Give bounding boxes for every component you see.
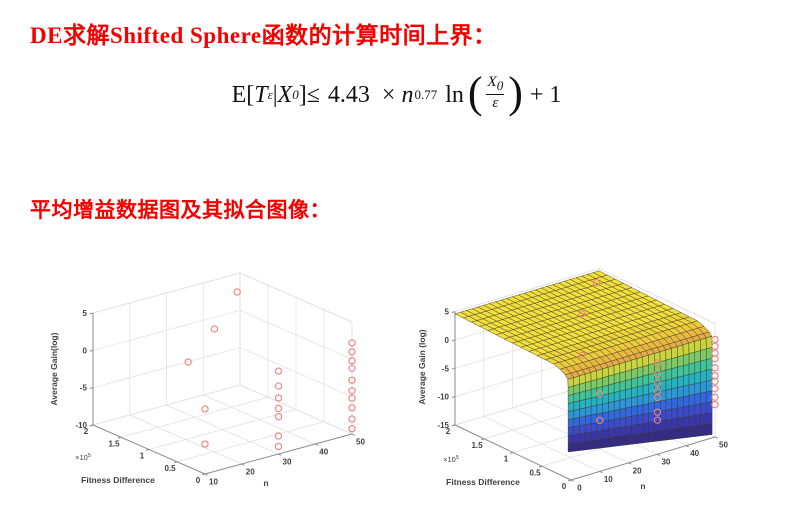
svg-text:-15: -15 <box>437 421 449 430</box>
svg-text:50: 50 <box>356 438 365 447</box>
svg-text:Fitness Difference: Fitness Difference <box>81 475 155 485</box>
svg-text:10: 10 <box>209 478 218 487</box>
svg-text:2: 2 <box>446 427 451 436</box>
svg-text:5: 5 <box>83 309 88 318</box>
svg-text:50: 50 <box>719 441 728 450</box>
svg-text:2: 2 <box>84 427 89 436</box>
svg-text:1: 1 <box>504 455 509 464</box>
section-heading: 平均增益数据图及其拟合图像： <box>30 198 331 222</box>
svg-text:10: 10 <box>604 475 613 484</box>
svg-text:0: 0 <box>562 482 567 491</box>
svg-text:n: n <box>640 481 645 491</box>
svg-text:0: 0 <box>445 336 450 345</box>
svg-text:Fitness Difference: Fitness Difference <box>446 477 520 487</box>
svg-text:0: 0 <box>577 484 582 493</box>
svg-text:5: 5 <box>445 308 450 317</box>
svg-text:×105: ×105 <box>75 453 91 462</box>
svg-text:0: 0 <box>196 476 201 485</box>
svg-text:0.5: 0.5 <box>164 464 176 473</box>
scatter-points <box>184 288 356 451</box>
formula-exponent: 0.77 <box>414 87 438 103</box>
svg-text:n: n <box>263 478 268 488</box>
svg-text:40: 40 <box>690 449 699 458</box>
svg-text:Average Gain (log): Average Gain (log) <box>417 329 427 404</box>
svg-text:-5: -5 <box>80 384 88 393</box>
formula-fraction: X0 ε <box>486 74 505 111</box>
svg-text:Average Gain(log): Average Gain(log) <box>49 332 59 405</box>
svg-text:30: 30 <box>283 458 292 467</box>
svg-text:30: 30 <box>661 458 670 467</box>
svg-text:1.5: 1.5 <box>471 441 483 450</box>
svg-text:1.5: 1.5 <box>108 439 120 448</box>
surface-mesh <box>454 270 713 453</box>
surface-overlay-points <box>578 278 719 425</box>
svg-text:0: 0 <box>83 346 88 355</box>
svg-text:20: 20 <box>633 466 642 475</box>
svg-text:20: 20 <box>246 468 255 477</box>
formula-coefficient: 4.43 <box>327 81 370 108</box>
svg-text:-10: -10 <box>437 393 449 402</box>
svg-text:-10: -10 <box>75 421 87 430</box>
page-title: DE求解Shifted Sphere函数的计算时间上界： <box>30 23 497 48</box>
svg-text:0.5: 0.5 <box>529 468 541 477</box>
svg-text:40: 40 <box>319 448 328 457</box>
formula-expectation: E[ <box>231 81 255 108</box>
formula-ln: ln <box>445 81 464 108</box>
svg-text:1: 1 <box>140 452 145 461</box>
svg-text:×105: ×105 <box>443 455 459 464</box>
svg-text:-5: -5 <box>442 364 450 373</box>
